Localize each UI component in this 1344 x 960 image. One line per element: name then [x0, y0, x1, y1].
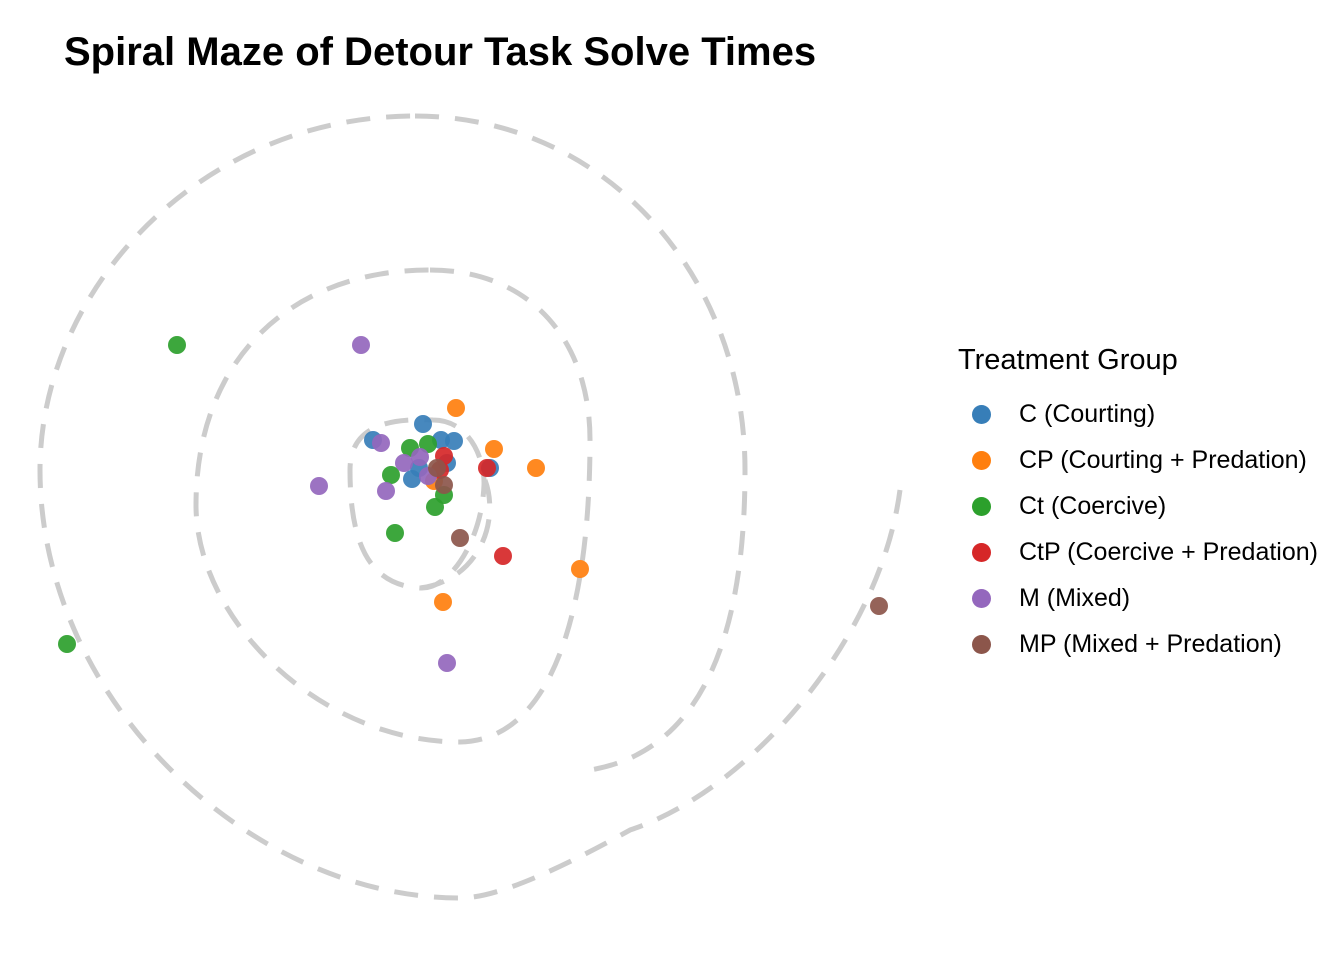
data-point-s1-p2	[527, 459, 545, 477]
legend-item-mp: MP (Mixed + Predation)	[958, 621, 1318, 667]
legend-label-m: M (Mixed)	[1019, 583, 1131, 612]
data-point-s2-p5	[382, 466, 400, 484]
legend-item-ctp: CtP (Coercive + Predation)	[958, 529, 1318, 575]
data-point-s4-p2	[310, 477, 328, 495]
data-point-s2-p2	[386, 524, 404, 542]
data-point-s0-p0	[414, 415, 432, 433]
legend-swatch-c	[972, 404, 991, 424]
legend-label-cp: CP (Courting + Predation)	[1019, 445, 1307, 474]
legend-item-c: C (Courting)	[958, 391, 1318, 437]
legend-swatch-cp	[972, 450, 991, 470]
data-point-s1-p3	[571, 560, 589, 578]
legend-item-ct: Ct (Coercive)	[958, 483, 1318, 529]
data-point-s5-p3	[428, 459, 446, 477]
data-point-s5-p2	[435, 476, 453, 494]
data-point-s3-p1	[494, 547, 512, 565]
legend: Treatment Group C (Courting) CP (Courtin…	[958, 344, 1318, 667]
legend-label-c: C (Courting)	[1019, 399, 1156, 428]
data-point-s4-p6	[411, 448, 429, 466]
data-point-s4-p0	[352, 336, 370, 354]
legend-swatch-m	[972, 588, 991, 608]
data-point-s2-p0	[168, 336, 186, 354]
legend-item-cp: CP (Courting + Predation)	[958, 437, 1318, 483]
data-point-s0-p3	[445, 432, 463, 450]
legend-swatch-ctp	[972, 542, 991, 562]
data-point-s4-p1	[372, 434, 390, 452]
points-layer	[58, 336, 888, 672]
data-point-s3-p0	[478, 459, 496, 477]
data-point-s0-p6	[403, 470, 421, 488]
data-point-s1-p4	[434, 593, 452, 611]
data-point-s5-p1	[451, 529, 469, 547]
data-point-s2-p7	[419, 435, 437, 453]
legend-title: Treatment Group	[958, 344, 1178, 376]
data-point-s4-p4	[438, 654, 456, 672]
data-point-s5-p0	[870, 597, 888, 615]
plot-area	[37, 113, 903, 901]
legend-label-ctp: CtP (Coercive + Predation)	[1019, 537, 1318, 566]
legend-swatch-ct	[972, 496, 991, 516]
data-point-s1-p1	[485, 440, 503, 458]
legend-label-ct: Ct (Coercive)	[1019, 491, 1167, 520]
legend-swatch-mp	[972, 634, 991, 654]
data-point-s2-p1	[58, 635, 76, 653]
legend-label-mp: MP (Mixed + Predation)	[1019, 629, 1282, 658]
data-point-s4-p3	[377, 482, 395, 500]
spiral-guide	[37, 113, 903, 901]
chart-title: Spiral Maze of Detour Task Solve Times	[64, 30, 817, 74]
data-point-s4-p5	[395, 454, 413, 472]
legend-item-m: M (Mixed)	[958, 575, 1318, 621]
data-point-s1-p0	[447, 399, 465, 417]
